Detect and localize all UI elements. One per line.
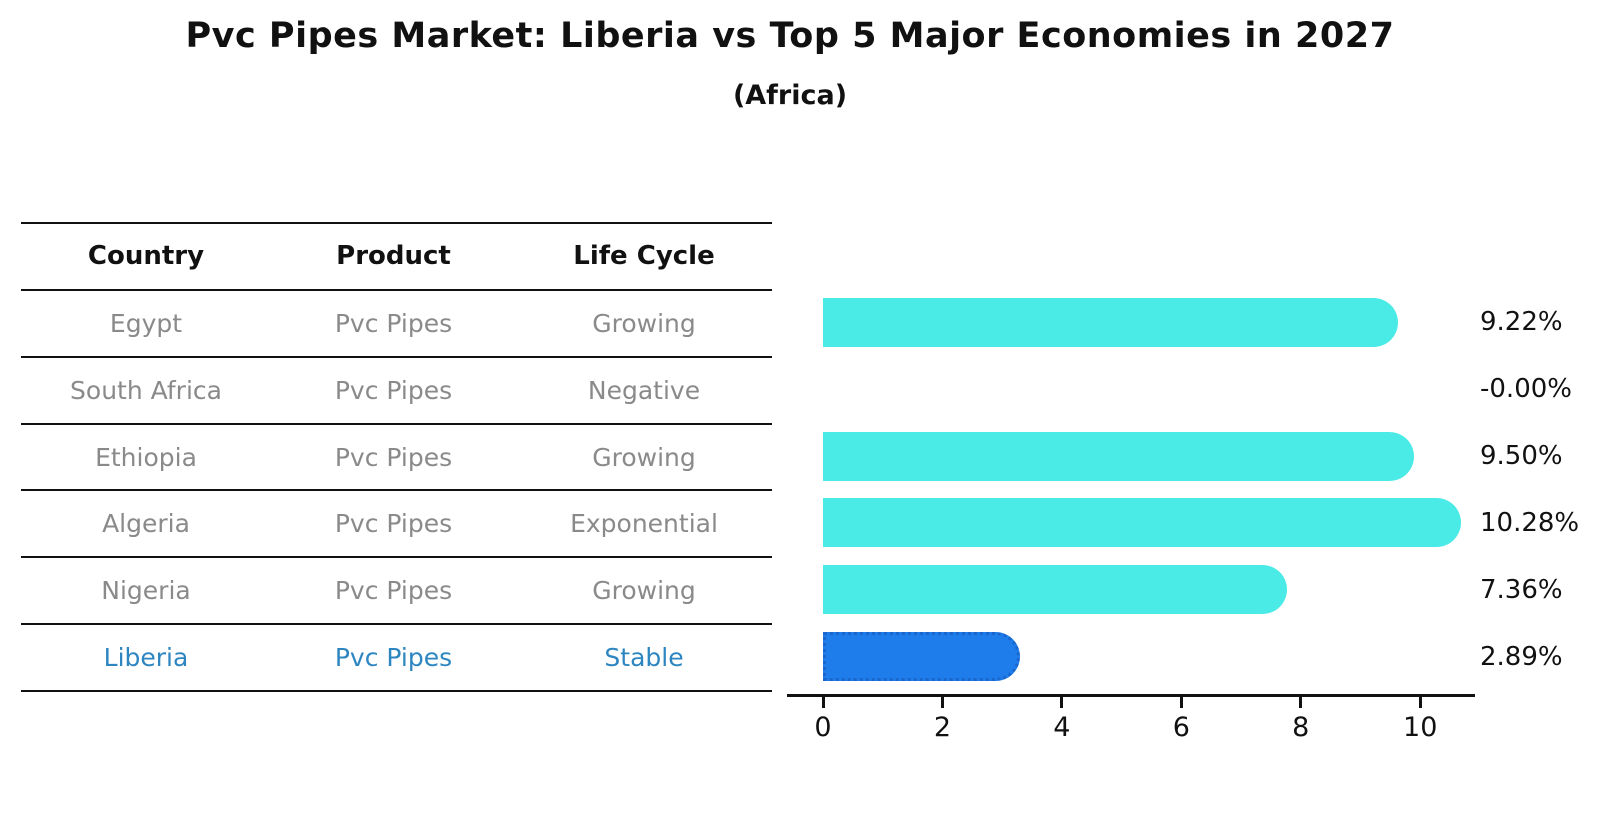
tick-mark [1418, 694, 1422, 708]
bar-slot [823, 623, 1468, 690]
bar-ethiopia [823, 431, 1415, 481]
value-slot: 10.28% [1480, 489, 1604, 556]
tick-label: 2 [933, 712, 952, 743]
cell-country: South Africa [70, 375, 222, 405]
tick-mark [821, 694, 825, 708]
cell-country: Egypt [109, 308, 183, 338]
value-slot: -0.00% [1480, 356, 1604, 423]
bar-slot [823, 423, 1468, 490]
tick-label: 10 [1403, 712, 1438, 743]
bar-slot [823, 556, 1468, 623]
bar-egypt [823, 297, 1398, 347]
value-slot: 7.36% [1480, 556, 1604, 623]
value-label-egypt: 9.22% [1480, 307, 1563, 338]
cell-life-cycle: Growing [592, 308, 696, 338]
value-slot: 2.89% [1480, 623, 1604, 690]
tick-mark [1299, 694, 1303, 708]
bar-algeria [823, 498, 1461, 548]
cell-product: Pvc Pipes [334, 375, 453, 405]
cell-country: Liberia [103, 643, 189, 673]
value-slot: 9.22% [1480, 289, 1604, 356]
table-row-highlighted-liberia: Liberia Pvc Pipes Stable [21, 623, 772, 690]
table-row: Ethiopia Pvc Pipes Growing [21, 422, 772, 490]
cell-life-cycle: Exponential [570, 509, 718, 539]
table-row: Egypt Pvc Pipes Growing [21, 288, 772, 356]
tick-label: 0 [814, 712, 832, 743]
cell-life-cycle: Stable [604, 643, 684, 673]
chart-subtitle: (Africa) [732, 80, 848, 111]
tick-label: 8 [1292, 712, 1310, 743]
tick-mark [1179, 694, 1183, 708]
value-label-nigeria: 7.36% [1480, 574, 1563, 605]
bar-slot [823, 489, 1468, 556]
value-slot: 9.50% [1480, 423, 1604, 490]
x-axis-ticks: 0 2 4 6 8 10 [814, 694, 1468, 754]
cell-country: Nigeria [101, 576, 191, 606]
column-header-country: Country [87, 241, 205, 272]
value-label-ethiopia: 9.50% [1480, 441, 1563, 472]
value-labels-column: 9.22% -0.00% 9.50% 10.28% 7.36% 2.89% [1480, 289, 1604, 690]
tick-label: 6 [1172, 712, 1190, 743]
value-label-liberia: 2.89% [1480, 641, 1563, 672]
cell-product: Pvc Pipes [334, 643, 453, 673]
bar-liberia-highlighted [823, 632, 1020, 682]
column-header-product: Product [336, 241, 451, 272]
table-row: Algeria Pvc Pipes Exponential [21, 489, 772, 556]
cell-product: Pvc Pipes [334, 576, 453, 606]
cell-life-cycle: Growing [592, 442, 696, 472]
tick-label: 4 [1053, 712, 1071, 743]
table-header-row: Country Product Life Cycle [21, 222, 772, 289]
country-table: Country Product Life Cycle Egypt Pvc Pip… [21, 222, 772, 693]
cell-product: Pvc Pipes [334, 308, 453, 338]
column-header-life-cycle: Life Cycle [573, 241, 715, 272]
value-label-algeria: 10.28% [1480, 507, 1580, 538]
cell-life-cycle: Negative [587, 375, 701, 405]
cell-country: Algeria [102, 509, 190, 539]
x-axis-line [787, 694, 1475, 697]
cell-product: Pvc Pipes [334, 442, 453, 472]
cell-country: Ethiopia [95, 442, 197, 472]
table-row: Nigeria Pvc Pipes Growing [21, 556, 772, 623]
tick-mark [940, 694, 944, 708]
bar-slot [823, 289, 1468, 356]
bar-slot [823, 356, 1468, 423]
tick-mark [1060, 694, 1064, 708]
cell-product: Pvc Pipes [334, 509, 453, 539]
table-row: South Africa Pvc Pipes Negative [21, 355, 772, 423]
bar-chart-area [823, 289, 1468, 690]
chart-title: Pvc Pipes Market: Liberia vs Top 5 Major… [185, 16, 1395, 56]
value-label-south-africa: -0.00% [1480, 374, 1572, 405]
bar-nigeria [823, 565, 1287, 615]
cell-life-cycle: Growing [592, 576, 696, 606]
